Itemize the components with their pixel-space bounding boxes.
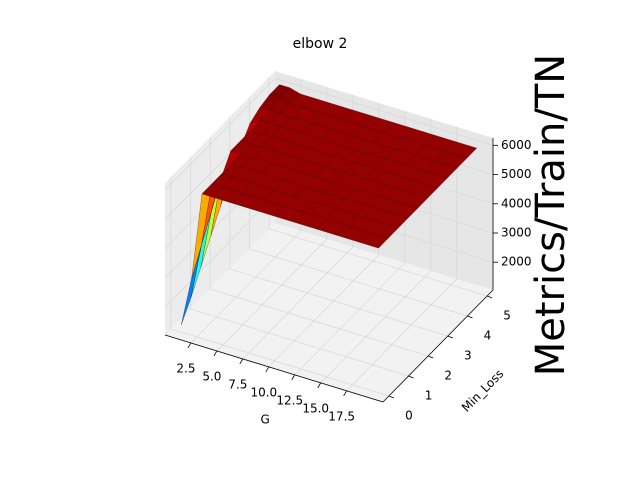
y-tick-label: 2 <box>444 369 452 383</box>
z-axis-label: Metrics/Train/TN <box>528 54 574 376</box>
y-tick <box>486 295 493 299</box>
y-axis-label: Min_Loss <box>459 367 507 415</box>
x-tick <box>317 382 322 389</box>
z-tick-label: 2000 <box>501 255 532 269</box>
x-axis-label: G <box>260 413 269 427</box>
z-tick-label: 3000 <box>501 226 532 240</box>
y-tick-label: 4 <box>484 329 492 343</box>
x-tick-label: 12.5 <box>276 393 303 407</box>
chart-title: elbow 2 <box>293 36 348 52</box>
y-tick <box>447 335 453 339</box>
x-tick <box>187 342 192 349</box>
axis-line <box>164 334 384 403</box>
axis-line <box>382 289 494 403</box>
y-tick <box>428 355 434 359</box>
surface-patch <box>357 231 389 249</box>
y-tick-label: 1 <box>425 389 433 403</box>
grid-line <box>346 126 458 392</box>
y-tick <box>408 375 414 379</box>
grid-line <box>170 177 390 397</box>
y-tick-label: 3 <box>464 349 472 363</box>
x-tick-label: 15.0 <box>302 401 329 415</box>
y-tick-label: 0 <box>405 409 413 423</box>
z-tick-label: 4000 <box>501 196 532 210</box>
x-tick-label: 17.5 <box>328 409 355 423</box>
x-tick <box>291 374 296 381</box>
z-tick-label: 6000 <box>501 138 532 152</box>
y-tick-label: 5 <box>503 309 511 323</box>
floor-pane <box>165 223 493 402</box>
x-tick <box>239 358 244 365</box>
x-tick-label: 7.5 <box>228 377 247 391</box>
y-tick <box>467 315 473 319</box>
x-tick <box>265 366 270 373</box>
x-tick <box>213 350 218 357</box>
x-tick-label: 5.0 <box>202 369 221 383</box>
grid-line <box>190 157 409 377</box>
x-tick-label: 10.0 <box>250 385 277 399</box>
x-tick-label: 2.5 <box>176 361 195 375</box>
x-tick <box>343 390 348 397</box>
grid-line <box>164 77 494 191</box>
y-tick <box>388 395 395 399</box>
z-tick-label: 5000 <box>501 167 532 181</box>
